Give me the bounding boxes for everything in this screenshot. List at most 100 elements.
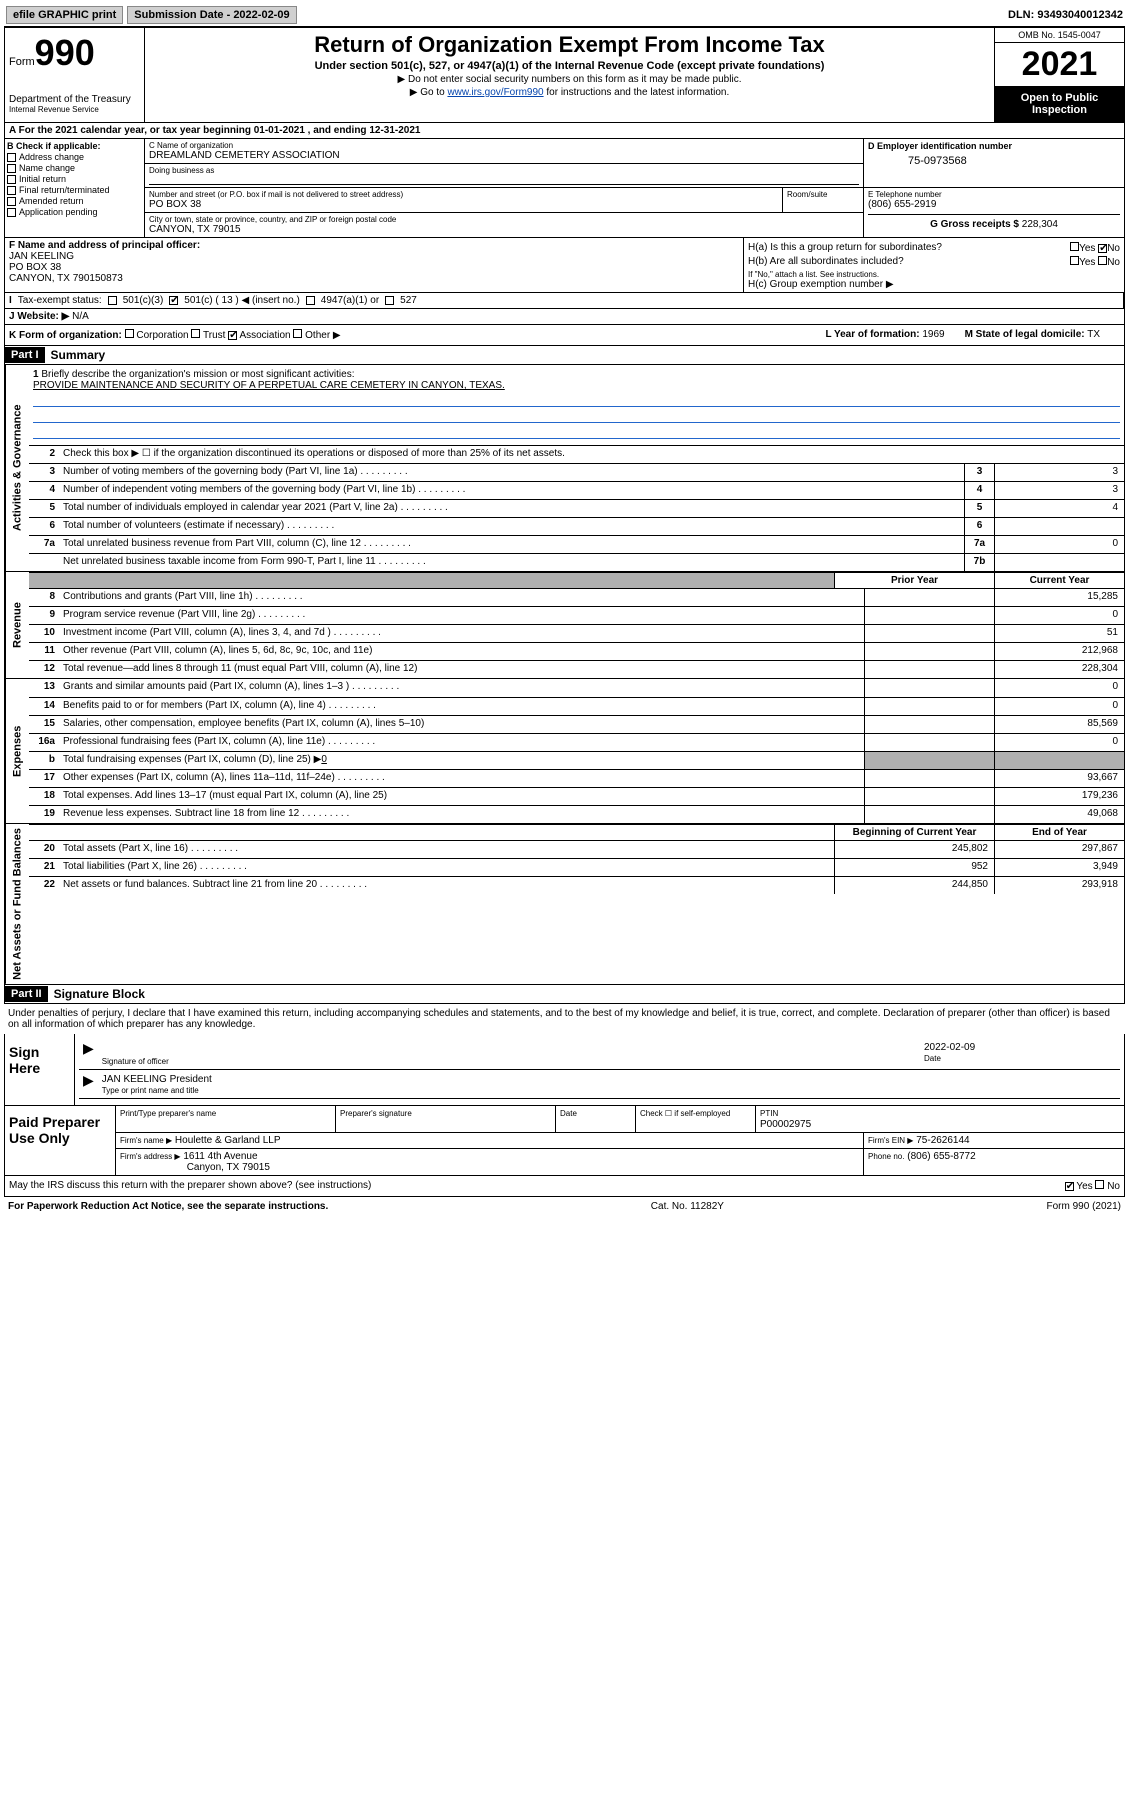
officer-name: JAN KEELING bbox=[9, 251, 739, 262]
chk-other[interactable] bbox=[293, 329, 302, 338]
gross-label: G Gross receipts $ bbox=[930, 219, 1019, 230]
form-word: Form bbox=[9, 56, 35, 68]
cat-no: Cat. No. 11282Y bbox=[651, 1201, 724, 1212]
officer-addr1: PO BOX 38 bbox=[9, 262, 739, 273]
ha-yes[interactable] bbox=[1070, 242, 1079, 251]
form-ref: Form 990 (2021) bbox=[1047, 1201, 1121, 1212]
mission-text: PROVIDE MAINTENANCE AND SECURITY OF A PE… bbox=[33, 380, 505, 391]
row-a-tax-year: A For the 2021 calendar year, or tax yea… bbox=[4, 123, 1125, 139]
street-address: PO BOX 38 bbox=[149, 199, 778, 210]
sign-date: 2022-02-09 bbox=[924, 1042, 1116, 1053]
e20: 297,867 bbox=[994, 841, 1124, 858]
form-number: 990 bbox=[35, 32, 95, 73]
website: N/A bbox=[72, 311, 89, 322]
part2-header: Part II bbox=[5, 986, 48, 1002]
v7b bbox=[994, 554, 1124, 571]
form-subtitle: Under section 501(c), 527, or 4947(a)(1)… bbox=[153, 60, 986, 72]
state-domicile: TX bbox=[1087, 329, 1100, 340]
c15: 85,569 bbox=[994, 716, 1124, 733]
phone-value: (806) 655-2919 bbox=[868, 199, 1120, 210]
c14: 0 bbox=[994, 698, 1124, 715]
part2-title: Signature Block bbox=[48, 985, 151, 1003]
dln: DLN: 93493040012342 bbox=[1008, 9, 1123, 21]
v4: 3 bbox=[994, 482, 1124, 499]
c8: 15,285 bbox=[994, 589, 1124, 606]
chk-4947[interactable] bbox=[306, 296, 315, 305]
submission-date: Submission Date - 2022-02-09 bbox=[127, 6, 296, 24]
v7a: 0 bbox=[994, 536, 1124, 553]
org-name: DREAMLAND CEMETERY ASSOCIATION bbox=[149, 150, 859, 161]
chk-corp[interactable] bbox=[125, 329, 134, 338]
discuss-no[interactable] bbox=[1095, 1180, 1104, 1189]
irs-link[interactable]: www.irs.gov/Form990 bbox=[447, 87, 543, 98]
perjury-declaration: Under penalties of perjury, I declare th… bbox=[4, 1004, 1125, 1034]
chk-initial-return[interactable] bbox=[7, 175, 16, 184]
ein-label: D Employer identification number bbox=[868, 141, 1120, 151]
gross-value: 228,304 bbox=[1022, 219, 1058, 230]
ptin: P00002975 bbox=[760, 1119, 811, 1130]
e22: 293,918 bbox=[994, 877, 1124, 894]
chk-501c3[interactable] bbox=[108, 296, 117, 305]
ha-no[interactable] bbox=[1098, 244, 1107, 253]
c11: 212,968 bbox=[994, 643, 1124, 660]
c18: 179,236 bbox=[994, 788, 1124, 805]
c13: 0 bbox=[994, 679, 1124, 697]
v5: 4 bbox=[994, 500, 1124, 517]
b21: 952 bbox=[834, 859, 994, 876]
hb-yes[interactable] bbox=[1070, 256, 1079, 265]
side-revenue: Revenue bbox=[5, 572, 29, 678]
dept-treasury: Department of the Treasury bbox=[9, 94, 140, 105]
part1-header: Part I bbox=[5, 347, 45, 363]
chk-527[interactable] bbox=[385, 296, 394, 305]
firm-name: Houlette & Garland LLP bbox=[175, 1135, 281, 1146]
officer-name-title: JAN KEELING President bbox=[102, 1074, 1116, 1085]
city-state-zip: CANYON, TX 79015 bbox=[149, 224, 859, 235]
side-governance: Activities & Governance bbox=[5, 365, 29, 571]
ssn-note: ▶ Do not enter social security numbers o… bbox=[153, 74, 986, 85]
firm-addr1: 1611 4th Avenue bbox=[183, 1151, 257, 1162]
firm-ein: 75-2626144 bbox=[916, 1135, 969, 1146]
v3: 3 bbox=[994, 464, 1124, 481]
section-b: B Check if applicable: Address change Na… bbox=[5, 139, 145, 237]
b22: 244,850 bbox=[834, 877, 994, 894]
chk-amended[interactable] bbox=[7, 197, 16, 206]
top-bar: efile GRAPHIC print Submission Date - 20… bbox=[4, 4, 1125, 27]
dba-label: Doing business as bbox=[149, 166, 859, 175]
irs-label: Internal Revenue Service bbox=[9, 105, 140, 114]
officer-addr2: CANYON, TX 790150873 bbox=[9, 273, 739, 284]
side-netassets: Net Assets or Fund Balances bbox=[5, 824, 29, 984]
chk-name-change[interactable] bbox=[7, 164, 16, 173]
v6 bbox=[994, 518, 1124, 535]
year-formation: 1969 bbox=[922, 329, 944, 340]
chk-501c[interactable] bbox=[169, 296, 178, 305]
omb-number: OMB No. 1545-0047 bbox=[995, 28, 1124, 43]
c17: 93,667 bbox=[994, 770, 1124, 787]
c9: 0 bbox=[994, 607, 1124, 624]
ein-value: 75-0973568 bbox=[868, 151, 1120, 171]
sign-here-label: Sign Here bbox=[5, 1034, 75, 1105]
form-title: Return of Organization Exempt From Incom… bbox=[153, 32, 986, 58]
efile-print-button[interactable]: efile GRAPHIC print bbox=[6, 6, 123, 24]
c12: 228,304 bbox=[994, 661, 1124, 678]
chk-assoc[interactable] bbox=[228, 331, 237, 340]
discuss-yes[interactable] bbox=[1065, 1182, 1074, 1191]
org-name-label: C Name of organization bbox=[149, 141, 859, 150]
c19: 49,068 bbox=[994, 806, 1124, 823]
paid-preparer-label: Paid Preparer Use Only bbox=[5, 1106, 115, 1175]
goto-note: ▶ Go to www.irs.gov/Form990 for instruct… bbox=[153, 87, 986, 98]
tax-year: 2021 bbox=[995, 43, 1124, 86]
part1-title: Summary bbox=[45, 346, 112, 364]
pra-notice: For Paperwork Reduction Act Notice, see … bbox=[8, 1201, 328, 1212]
b20: 245,802 bbox=[834, 841, 994, 858]
c16a: 0 bbox=[994, 734, 1124, 751]
chk-final-return[interactable] bbox=[7, 186, 16, 195]
firm-phone: (806) 655-8772 bbox=[907, 1151, 975, 1162]
chk-app-pending[interactable] bbox=[7, 208, 16, 217]
chk-trust[interactable] bbox=[191, 329, 200, 338]
form-header: Form990 Department of the Treasury Inter… bbox=[4, 27, 1125, 123]
side-expenses: Expenses bbox=[5, 679, 29, 823]
hb-no[interactable] bbox=[1098, 256, 1107, 265]
open-inspection: Open to Public Inspection bbox=[995, 86, 1124, 122]
firm-addr2: Canyon, TX 79015 bbox=[187, 1162, 270, 1173]
chk-address-change[interactable] bbox=[7, 153, 16, 162]
